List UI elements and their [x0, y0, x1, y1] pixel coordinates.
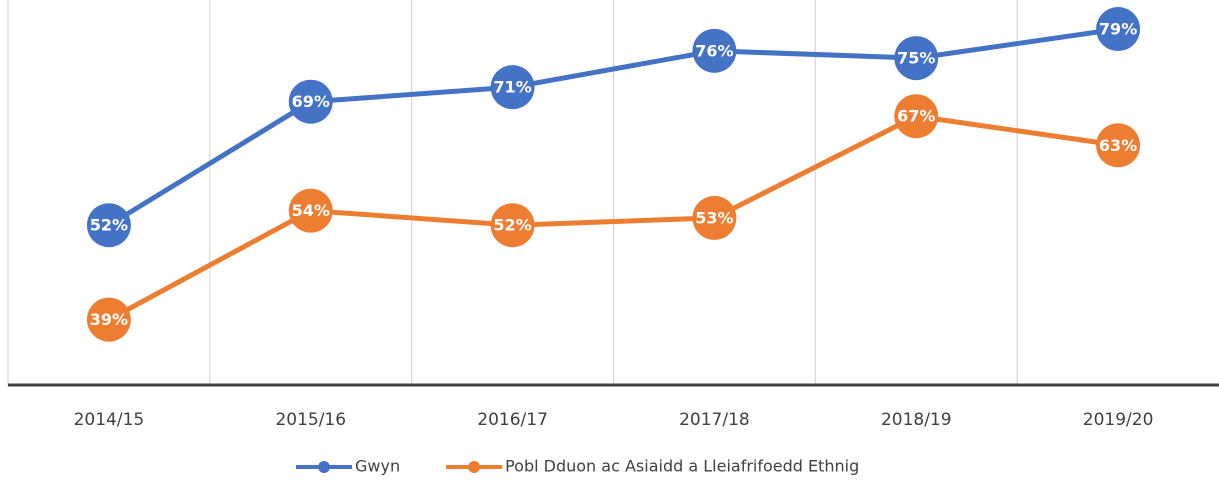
data-label: 71% [493, 78, 531, 97]
x-tick-label: 2016/17 [477, 410, 548, 430]
data-label: 52% [90, 216, 128, 235]
data-label: 52% [493, 216, 531, 235]
data-label: 39% [90, 310, 128, 329]
marker [86, 203, 131, 248]
marker [894, 36, 939, 81]
x-tick-label: 2019/20 [1083, 410, 1154, 430]
legend-marker [468, 461, 481, 473]
marker [1096, 7, 1141, 52]
marker [288, 79, 333, 124]
marker [490, 203, 535, 248]
marker [1096, 123, 1141, 168]
x-tick-label: 2017/18 [679, 410, 750, 430]
data-label: 67% [897, 107, 935, 126]
x-tick-label: 2014/15 [74, 410, 145, 430]
data-label: 69% [292, 92, 330, 111]
marker [86, 297, 131, 342]
legend-label: Gwyn [355, 457, 400, 476]
legend-marker [318, 461, 330, 473]
marker [894, 94, 939, 139]
data-label: 75% [897, 49, 935, 68]
data-label: 63% [1099, 136, 1137, 155]
legend-label: Pobl Dduon ac Asiaidd a Lleiafrifoedd Et… [505, 457, 859, 476]
marker [692, 28, 737, 73]
x-tick-label: 2015/16 [275, 410, 346, 430]
data-label: 53% [695, 208, 733, 227]
data-label: 79% [1099, 20, 1137, 39]
series-line [107, 113, 1119, 322]
data-label: 76% [695, 41, 733, 60]
x-tick-label: 2018/19 [881, 410, 952, 430]
series-line [107, 26, 1119, 228]
marker [490, 65, 535, 110]
marker [288, 188, 333, 233]
data-label: 54% [292, 201, 330, 220]
marker [692, 195, 737, 240]
